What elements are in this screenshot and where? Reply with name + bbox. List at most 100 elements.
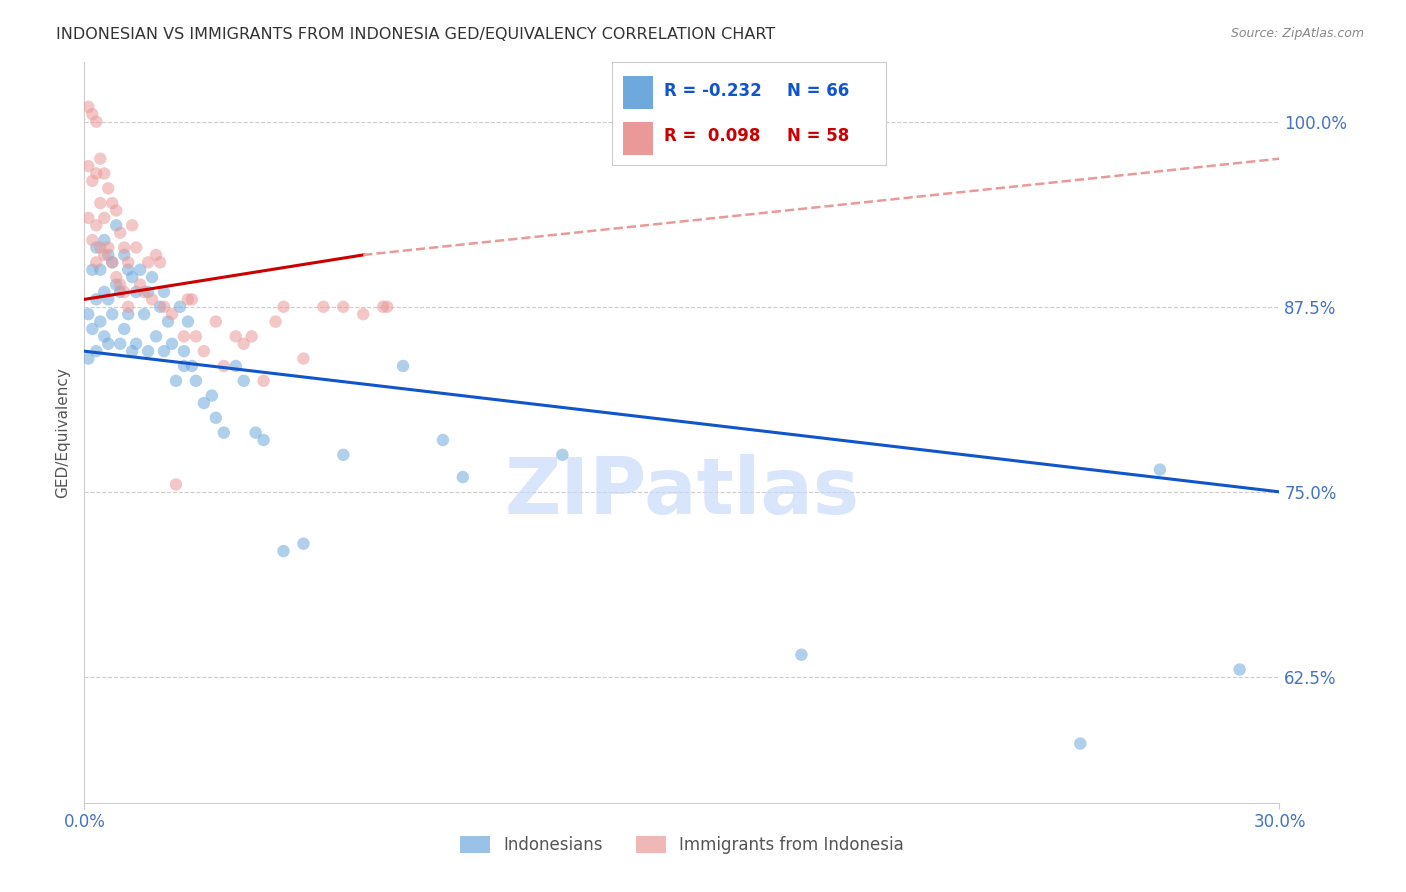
Point (160, 307, 183, 321)
Point (193, 344, 215, 359)
Point (89, 240, 111, 254)
Text: R = -0.232: R = -0.232 (664, 82, 762, 100)
Point (145, 329, 167, 343)
Point (205, 314, 228, 328)
Point (245, 425, 267, 440)
Point (125, 285, 148, 299)
Point (165, 374, 187, 388)
Point (1229, 663, 1251, 677)
Point (153, 300, 176, 314)
Point (173, 344, 195, 359)
Point (312, 300, 335, 314)
Point (375, 300, 398, 314)
Point (173, 329, 195, 343)
Point (121, 270, 143, 285)
Point (212, 425, 235, 440)
Point (169, 300, 191, 314)
Point (129, 277, 152, 292)
Point (105, 203, 128, 218)
Point (93, 233, 115, 247)
Point (205, 410, 228, 425)
Point (101, 255, 124, 269)
Point (86, 293, 108, 307)
Point (145, 248, 167, 262)
Point (112, 322, 135, 336)
Text: INDONESIAN VS IMMIGRANTS FROM INDONESIA GED/EQUIVALENCY CORRELATION CHART: INDONESIAN VS IMMIGRANTS FROM INDONESIA … (56, 27, 776, 42)
Point (177, 293, 200, 307)
Point (82, 233, 104, 247)
Point (332, 300, 354, 314)
Point (117, 255, 139, 269)
Point (129, 262, 152, 277)
Point (77, 100, 100, 114)
Point (136, 285, 159, 299)
Point (392, 359, 415, 373)
Point (136, 255, 159, 269)
Point (173, 359, 195, 373)
Point (117, 262, 139, 277)
Point (141, 270, 163, 285)
Point (77, 211, 100, 225)
Point (93, 329, 115, 343)
Point (332, 448, 354, 462)
Point (149, 300, 172, 314)
Point (101, 255, 124, 269)
Point (136, 344, 159, 359)
Point (165, 477, 187, 491)
Point (117, 300, 139, 314)
Point (112, 285, 135, 299)
Point (153, 344, 176, 359)
Point (157, 314, 180, 328)
Point (110, 285, 132, 299)
Point (273, 300, 295, 314)
Point (82, 174, 104, 188)
Point (253, 433, 276, 447)
Point (184, 329, 207, 343)
Point (253, 374, 276, 388)
Point (97, 293, 120, 307)
Point (264, 314, 287, 328)
Point (181, 293, 204, 307)
Point (77, 307, 100, 321)
Point (177, 314, 200, 328)
Point (110, 277, 132, 292)
Point (82, 322, 104, 336)
Point (89, 152, 111, 166)
Point (89, 262, 111, 277)
Point (790, 648, 813, 662)
Point (373, 300, 395, 314)
Point (225, 359, 247, 373)
Point (97, 181, 120, 195)
Point (132, 285, 156, 299)
Point (89, 196, 111, 211)
Point (451, 470, 474, 484)
Point (105, 270, 128, 285)
Point (121, 219, 143, 233)
Point (292, 537, 315, 551)
Point (184, 374, 207, 388)
Point (93, 285, 115, 299)
Point (110, 336, 132, 351)
Point (132, 307, 156, 321)
Point (201, 389, 224, 403)
Point (352, 307, 374, 321)
Point (432, 433, 454, 447)
Point (93, 166, 115, 180)
Point (112, 248, 135, 262)
Text: ZIPatlas: ZIPatlas (505, 454, 859, 530)
Point (1069, 737, 1091, 751)
Point (105, 219, 128, 233)
Point (77, 159, 100, 173)
Point (89, 314, 111, 328)
Point (82, 107, 104, 121)
Point (153, 285, 176, 299)
Point (1149, 462, 1171, 476)
Point (125, 336, 148, 351)
Point (86, 344, 108, 359)
Point (232, 336, 254, 351)
Point (86, 219, 108, 233)
Y-axis label: GED/Equivalency: GED/Equivalency (55, 368, 70, 498)
Point (112, 240, 135, 254)
Point (86, 240, 108, 254)
Point (93, 248, 115, 262)
